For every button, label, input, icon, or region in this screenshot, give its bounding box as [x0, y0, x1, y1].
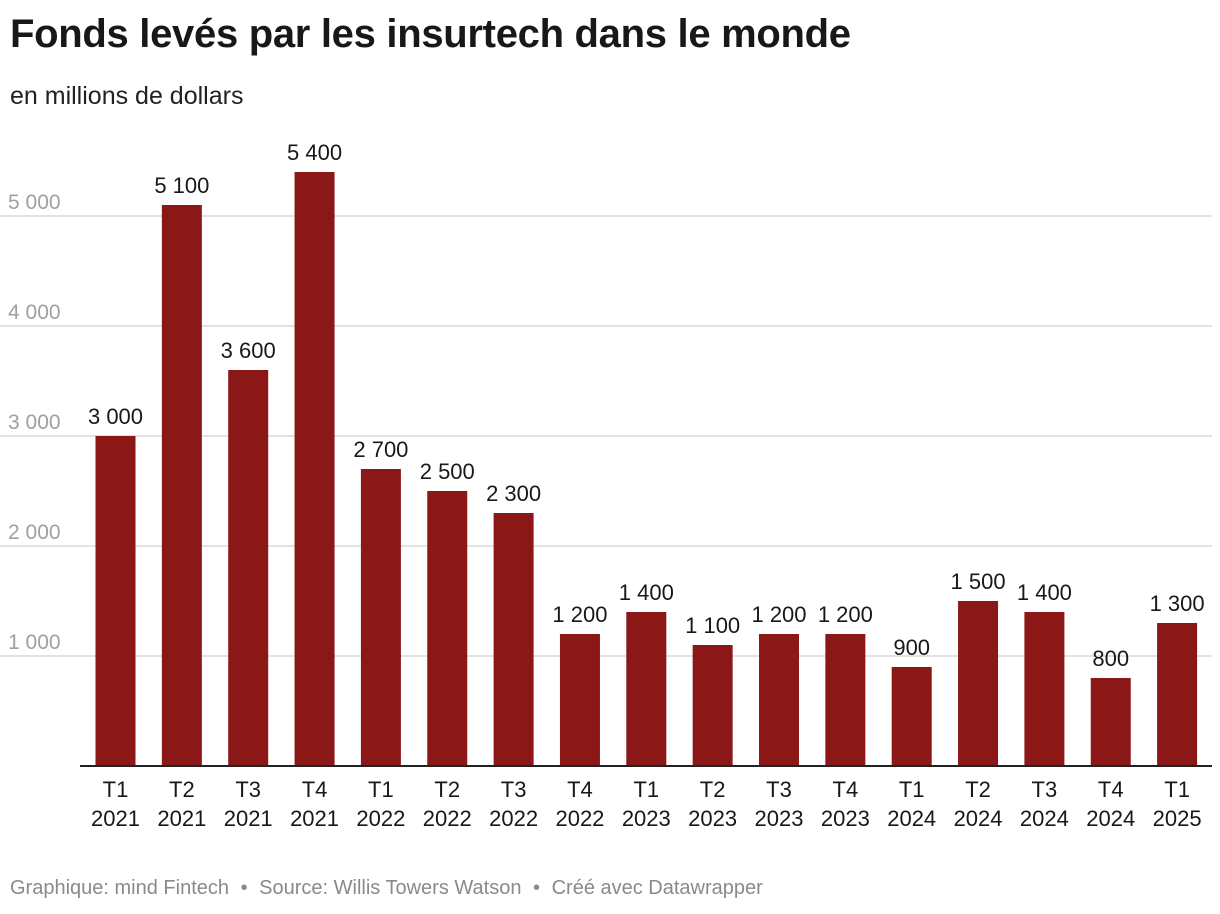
bar-value-label: 800 — [1092, 646, 1129, 671]
y-tick-label: 4 000 — [8, 301, 61, 324]
bar-value-label: 3 600 — [221, 338, 276, 363]
x-tick-label-quarter: T2 — [169, 777, 195, 802]
chart-footer: Graphique: mind Fintech • Source: Willis… — [10, 877, 763, 900]
bar — [161, 205, 202, 766]
x-tick-label-year: 2024 — [1086, 806, 1135, 831]
bar-value-label: 1 200 — [751, 602, 806, 627]
bar-chart: 1 000 2 000 3 000 4 000 5 000 3 000 5 100 3 60… — [0, 140, 1212, 831]
bar-value-label: 2 700 — [353, 437, 408, 462]
chart-title: Fonds levés par les insurtech dans le mo… — [10, 12, 851, 56]
x-tick-label-quarter: T1 — [899, 777, 925, 802]
bar-value-label: 900 — [893, 635, 930, 660]
bar — [891, 667, 932, 766]
datawrapper-credit: Créé avec Datawrapper — [551, 877, 763, 899]
chart-subtitle: en millions de dollars — [10, 82, 244, 110]
bar-value-label: 2 300 — [486, 481, 541, 506]
source-credit: Source: Willis Towers Watson — [259, 877, 522, 899]
x-tick-label-quarter: T3 — [235, 777, 261, 802]
bar — [95, 436, 136, 766]
bar-value-label: 3 000 — [88, 404, 143, 429]
bar-value-label: 1 300 — [1150, 591, 1205, 616]
x-tick-label-quarter: T3 — [501, 777, 527, 802]
bar — [626, 612, 667, 766]
x-tick-label-year: 2024 — [887, 806, 936, 831]
bars — [95, 172, 1198, 766]
bar-value-label: 1 200 — [552, 602, 607, 627]
bar-value-label: 1 500 — [951, 569, 1006, 594]
bar-value-label: 1 400 — [1017, 580, 1072, 605]
x-tick-label-year: 2022 — [356, 806, 405, 831]
x-tick-label-year: 2024 — [954, 806, 1003, 831]
bar — [759, 634, 799, 766]
y-tick-label: 5 000 — [8, 191, 61, 214]
graphic-credit: Graphique: mind Fintech — [10, 877, 230, 899]
bar — [958, 601, 999, 766]
bar — [1024, 612, 1065, 766]
x-tick-label-quarter: T2 — [965, 777, 991, 802]
bar-value-labels: 3 000 5 100 3 600 5 400 2 700 2 500 2 300 1 200… — [88, 140, 1205, 671]
x-tick-label-year: 2023 — [821, 806, 870, 831]
x-tick-label-quarter: T2 — [700, 777, 726, 802]
x-tick-label-quarter: T4 — [833, 777, 859, 802]
x-tick-label-year: 2022 — [555, 806, 604, 831]
y-tick-label: 3 000 — [8, 411, 61, 434]
gridlines — [0, 215, 1212, 657]
x-tick-label-year: 2023 — [622, 806, 671, 831]
x-tick-label-year: 2021 — [290, 806, 339, 831]
y-tick-label: 2 000 — [8, 521, 61, 544]
x-tick-label-year: 2022 — [489, 806, 538, 831]
bar — [360, 469, 401, 766]
bar-value-label: 1 200 — [818, 602, 873, 627]
x-tick-label-quarter: T3 — [766, 777, 792, 802]
bar — [228, 370, 269, 766]
bar — [559, 634, 600, 766]
bar — [692, 645, 733, 766]
x-tick-label-quarter: T4 — [302, 777, 328, 802]
bar — [825, 634, 866, 766]
x-tick-label-year: 2021 — [157, 806, 206, 831]
x-tick-label-quarter: T2 — [434, 777, 460, 802]
bar-value-label: 5 400 — [287, 140, 342, 165]
x-tick-label-quarter: T1 — [368, 777, 394, 802]
x-tick-label-year: 2021 — [91, 806, 140, 831]
x-tick-label-quarter: T1 — [633, 777, 659, 802]
footer-separator: • — [240, 877, 248, 899]
x-tick-label-year: 2022 — [423, 806, 472, 831]
bar-value-label: 1 400 — [619, 580, 674, 605]
footer-separator: • — [533, 877, 541, 899]
bar-value-label: 2 500 — [420, 459, 475, 484]
y-tick-label: 1 000 — [8, 631, 61, 654]
bar — [493, 513, 534, 766]
x-tick-label-quarter: T4 — [1098, 777, 1124, 802]
x-tick-label-year: 2025 — [1153, 806, 1202, 831]
x-tick-label-quarter: T1 — [103, 777, 129, 802]
x-tick-label-quarter: T4 — [567, 777, 593, 802]
bar-value-label: 5 100 — [154, 173, 209, 198]
x-axis-tick-labels: T1 2021 T2 2021 T3 2021 T4 2021 T1 2022 T2 2022 T3 20… — [91, 777, 1202, 831]
x-tick-label-quarter: T1 — [1164, 777, 1190, 802]
bar — [1157, 623, 1198, 766]
x-tick-label-quarter: T3 — [1032, 777, 1058, 802]
bar — [427, 491, 468, 766]
x-tick-label-year: 2023 — [755, 806, 804, 831]
x-tick-label-year: 2024 — [1020, 806, 1069, 831]
x-tick-label-year: 2023 — [688, 806, 737, 831]
bar — [294, 172, 335, 766]
x-tick-label-year: 2021 — [224, 806, 273, 831]
bar-value-label: 1 100 — [685, 613, 740, 638]
y-axis-tick-labels: 1 000 2 000 3 000 4 000 5 000 — [8, 191, 61, 654]
bar — [1090, 678, 1131, 766]
